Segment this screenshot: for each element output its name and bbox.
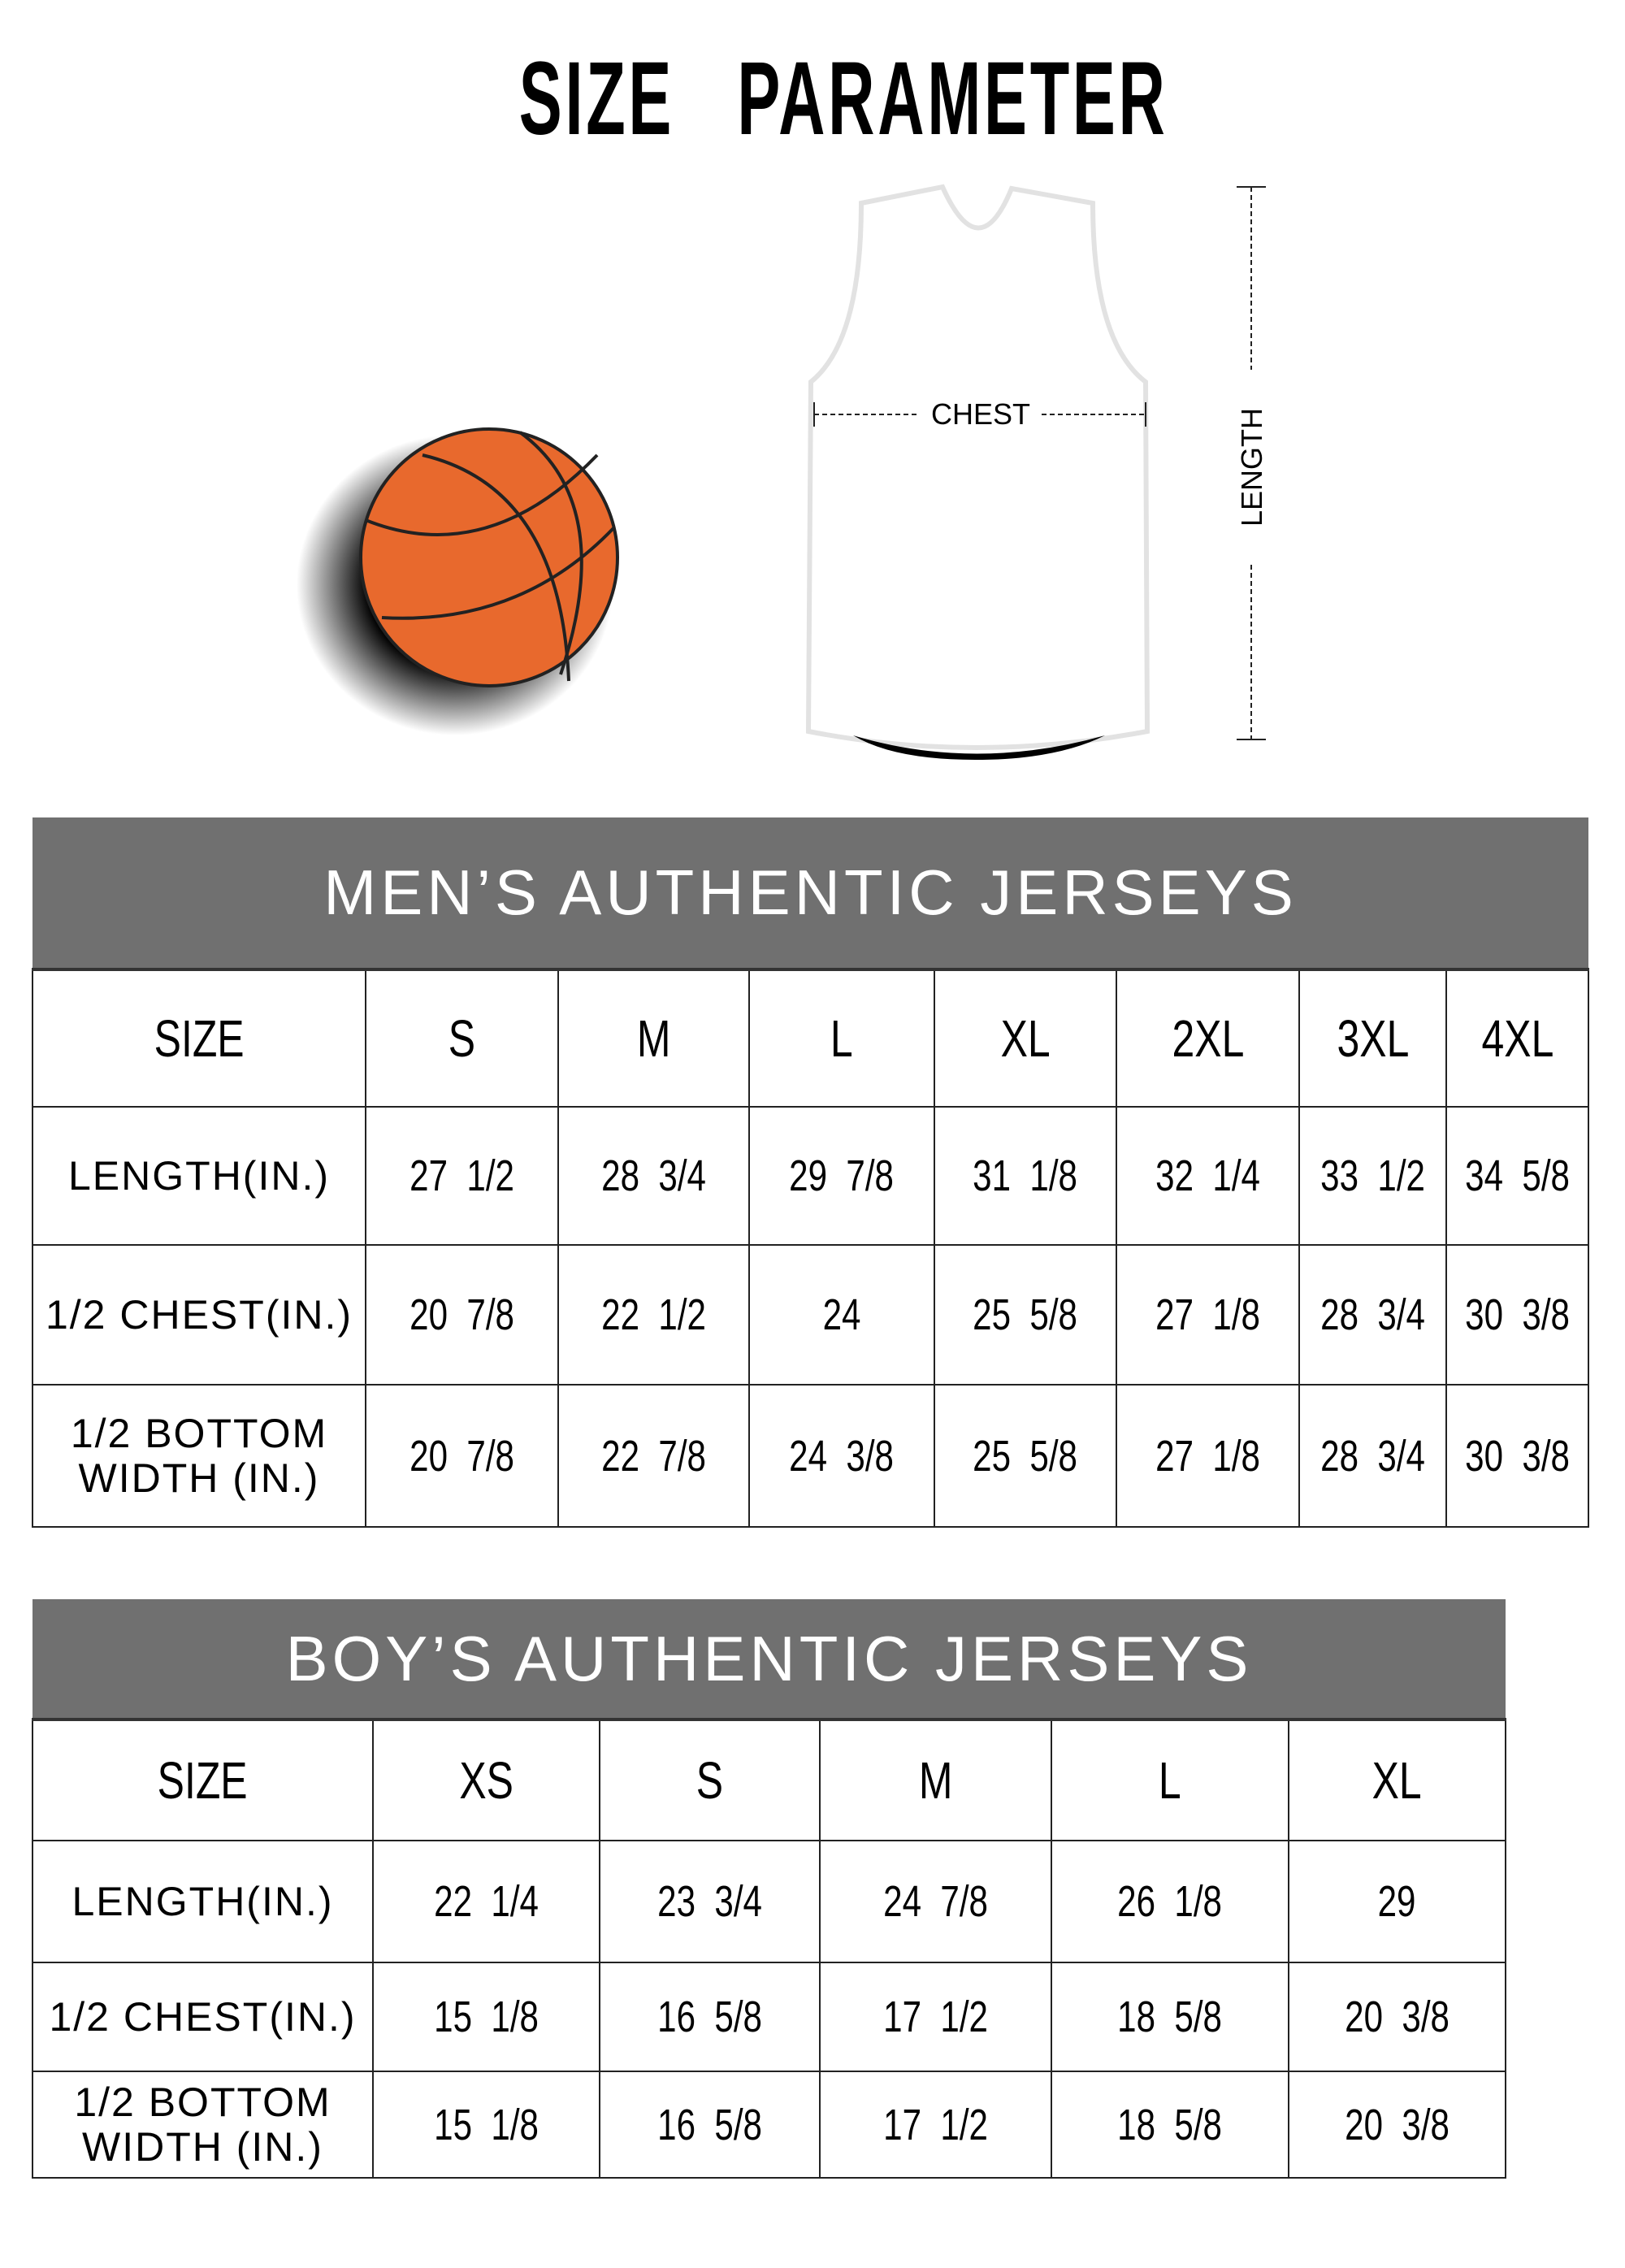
measurement-cell: 27 1/8 xyxy=(1116,1384,1300,1528)
measurement-cell: 16 5/8 xyxy=(599,2071,821,2179)
size-header-4xl: 4XL xyxy=(1445,969,1590,1108)
boys-size-table: BOY’S AUTHENTIC JERSEYS SIZE XS S M L XL LENG… xyxy=(32,1599,1507,2179)
measurement-cell: 18 5/8 xyxy=(1051,2071,1289,2179)
measurement-cell: 18 5/8 xyxy=(1051,1962,1289,2072)
size-header-l: L xyxy=(748,969,935,1108)
measurement-cell: 34 5/8 xyxy=(1445,1106,1590,1246)
size-value: M xyxy=(636,1009,671,1068)
table-row: 1/2 CHEST(IN.) 20 7/8 22 1/2 24 25 5/8 27 1/8… xyxy=(32,1244,1590,1386)
measurement-cell: 20 7/8 xyxy=(365,1244,559,1386)
measurement-cell: 26 1/8 xyxy=(1051,1840,1289,1963)
size-value: XS xyxy=(459,1751,514,1810)
table-row: 1/2 CHEST(IN.) 15 1/8 16 5/8 17 1/2 18 5/8 20… xyxy=(32,1962,1507,2072)
measurement-cell: 27 1/2 xyxy=(365,1106,559,1246)
measurement-cell: 29 xyxy=(1287,1840,1507,1963)
boys-table-title: BOY’S AUTHENTIC JERSEYS xyxy=(32,1599,1506,1721)
measurement-cell: 20 7/8 xyxy=(365,1384,559,1528)
chest-label: CHEST xyxy=(931,397,1030,431)
size-header-3xl: 3XL xyxy=(1298,969,1447,1108)
measurement-cell: 20 3/8 xyxy=(1287,1962,1507,2072)
size-value: XL xyxy=(1000,1009,1051,1068)
size-header-xs: XS xyxy=(372,1719,600,1841)
men-size-table: MEN’S AUTHENTIC JERSEYS SIZE S M L XL 2XL 3XL 4… xyxy=(32,817,1590,1528)
basketball-icon xyxy=(297,427,619,735)
measurement-cell: 25 5/8 xyxy=(934,1384,1117,1528)
size-value: M xyxy=(918,1751,953,1810)
row-label: 1/2 BOTTOM WIDTH (IN.) xyxy=(32,2071,374,2179)
size-value: S xyxy=(696,1751,724,1810)
size-value: 4XL xyxy=(1481,1009,1554,1068)
page-title: SIZE PARAMETER xyxy=(518,41,1168,157)
table-row: 1/2 BOTTOM WIDTH (IN.) 15 1/8 16 5/8 17 1/2… xyxy=(32,2071,1507,2179)
measurement-cell: 32 1/4 xyxy=(1116,1106,1300,1246)
size-header-m: M xyxy=(819,1719,1052,1841)
measurement-cell: 24 7/8 xyxy=(819,1840,1052,1963)
measurement-cell: 15 1/8 xyxy=(372,2071,600,2179)
table-row: LENGTH(IN.) 22 1/4 23 3/4 24 7/8 26 1/8 29 xyxy=(32,1840,1507,1963)
measurement-cell: 17 1/2 xyxy=(819,2071,1052,2179)
size-label: SIZE xyxy=(32,1719,374,1841)
diagram: CHEST LENGTH xyxy=(297,184,1268,760)
measurement-cell: 24 xyxy=(748,1244,935,1386)
row-label: LENGTH(IN.) xyxy=(32,1840,374,1963)
size-header-xl: XL xyxy=(1287,1719,1507,1841)
table-row: LENGTH(IN.) 27 1/2 28 3/4 29 7/8 31 1/8 32 1/… xyxy=(32,1106,1590,1246)
measurement-cell: 30 3/8 xyxy=(1445,1384,1590,1528)
measurement-cell: 25 5/8 xyxy=(934,1244,1117,1386)
row-label: 1/2 CHEST(IN.) xyxy=(32,1244,366,1386)
size-value: L xyxy=(1159,1751,1181,1810)
table-row: 1/2 BOTTOM WIDTH (IN.) 20 7/8 22 7/8 24 3/8… xyxy=(32,1384,1590,1528)
measurement-cell: 15 1/8 xyxy=(372,1962,600,2072)
size-header-l: L xyxy=(1051,1719,1289,1841)
size-header-s: S xyxy=(599,1719,821,1841)
jersey-icon xyxy=(805,184,1150,760)
measurement-cell: 28 3/4 xyxy=(1298,1244,1447,1386)
men-table-title: MEN’S AUTHENTIC JERSEYS xyxy=(32,817,1589,971)
row-label: 1/2 CHEST(IN.) xyxy=(32,1962,374,2072)
row-label: 1/2 BOTTOM WIDTH (IN.) xyxy=(32,1384,366,1528)
size-value: 2XL xyxy=(1172,1009,1244,1068)
measurement-cell: 17 1/2 xyxy=(819,1962,1052,2072)
size-header-2xl: 2XL xyxy=(1116,969,1300,1108)
size-value: 3XL xyxy=(1337,1009,1409,1068)
size-header-m: M xyxy=(557,969,750,1108)
size-label: SIZE xyxy=(32,969,366,1108)
measurement-cell: 33 1/2 xyxy=(1298,1106,1447,1246)
measurement-cell: 24 3/8 xyxy=(748,1384,935,1528)
measurement-cell: 22 1/4 xyxy=(372,1840,600,1963)
measurement-cell: 20 3/8 xyxy=(1287,2071,1507,2179)
row-label: LENGTH(IN.) xyxy=(32,1106,366,1246)
measurement-cell: 30 3/8 xyxy=(1445,1244,1590,1386)
measurement-cell: 29 7/8 xyxy=(748,1106,935,1246)
measurement-cell: 22 1/2 xyxy=(557,1244,750,1386)
size-header-xl: XL xyxy=(934,969,1117,1108)
measurement-cell: 28 3/4 xyxy=(1298,1384,1447,1528)
measurement-cell: 28 3/4 xyxy=(557,1106,750,1246)
length-indicator xyxy=(1237,186,1266,740)
size-header-s: S xyxy=(365,969,559,1108)
table-row: SIZE XS S M L XL xyxy=(32,1719,1507,1841)
measurement-cell: 23 3/4 xyxy=(599,1840,821,1963)
table-row: SIZE S M L XL 2XL 3XL 4XL xyxy=(32,969,1590,1108)
measurement-cell: 27 1/8 xyxy=(1116,1244,1300,1386)
size-value: S xyxy=(448,1009,476,1068)
measurement-cell: 22 7/8 xyxy=(557,1384,750,1528)
measurement-cell: 31 1/8 xyxy=(934,1106,1117,1246)
size-value: XL xyxy=(1372,1751,1423,1810)
measurement-cell: 16 5/8 xyxy=(599,1962,821,2072)
size-value: L xyxy=(830,1009,853,1068)
length-label: LENGTH xyxy=(1235,408,1268,527)
